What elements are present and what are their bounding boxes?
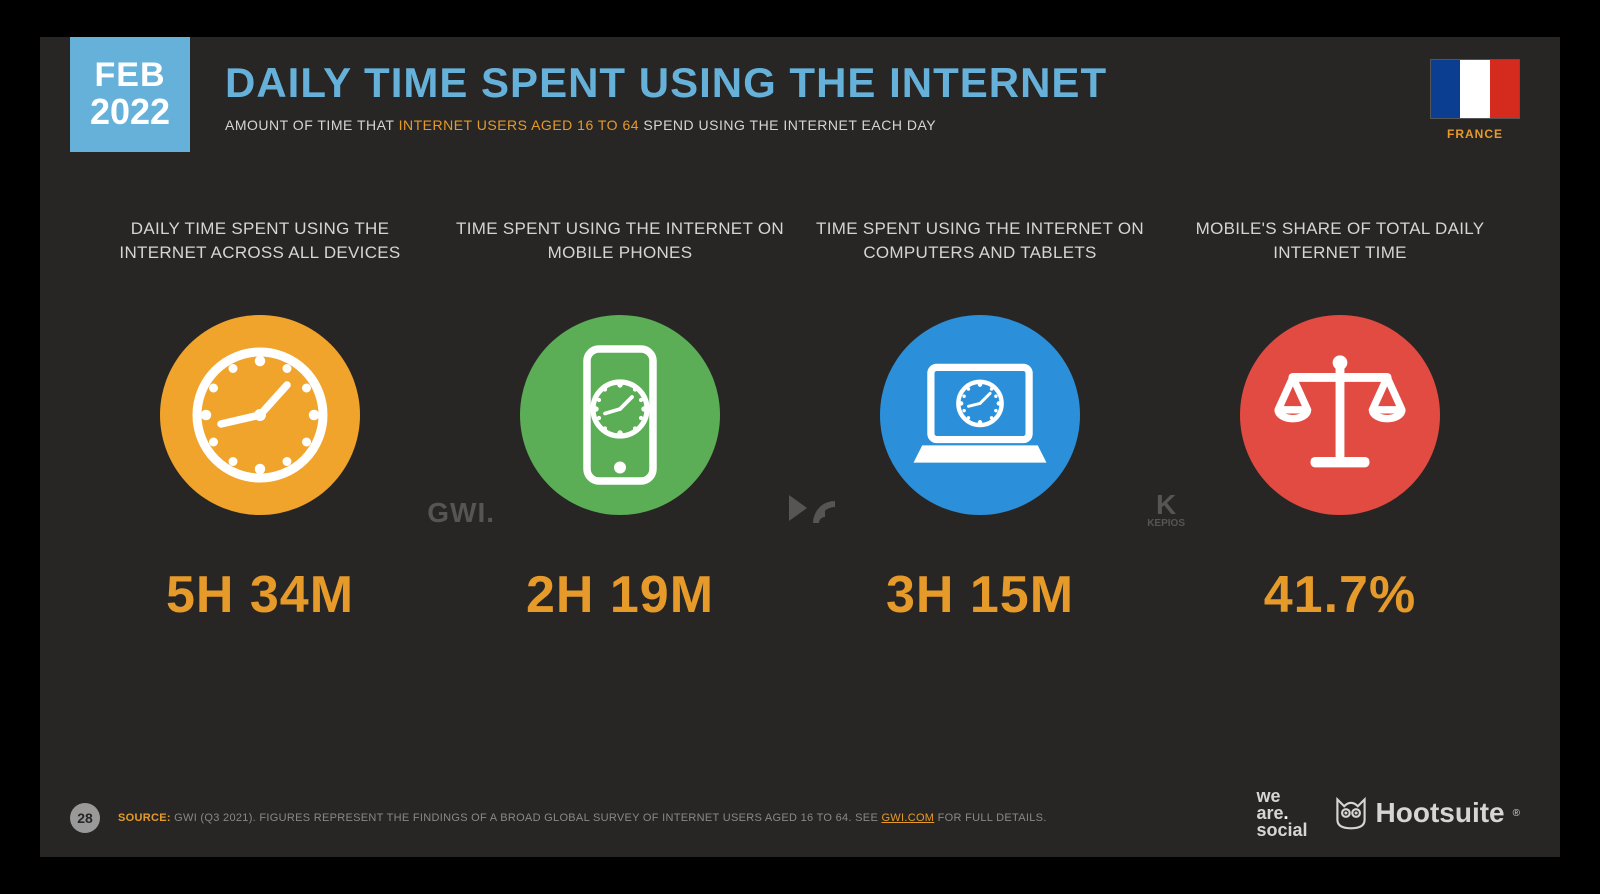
stat-computer: TIME SPENT USING THE INTERNET ON COMPUTE… <box>815 217 1145 625</box>
slide-title: DAILY TIME SPENT USING THE INTERNET <box>225 59 1107 107</box>
flag-stripe-red <box>1490 60 1519 118</box>
owl-icon <box>1334 796 1368 830</box>
source-link[interactable]: GWI.COM <box>881 812 934 824</box>
flag-stripe-white <box>1460 60 1489 118</box>
stat-value: 41.7% <box>1175 565 1505 625</box>
country-label: FRANCE <box>1430 127 1520 141</box>
stat-label: TIME SPENT USING THE INTERNET ON MOBILE … <box>455 217 785 275</box>
scales-icon <box>1240 315 1440 515</box>
stat-icon-wrap: GWI. <box>95 295 425 535</box>
stat-value: 2H 19M <box>455 565 785 625</box>
clock-icon <box>160 315 360 515</box>
stat-value: 5H 34M <box>95 565 425 625</box>
stat-icon-wrap <box>455 295 785 535</box>
stat-mobile-share: MOBILE'S SHARE OF TOTAL DAILY INTERNET T… <box>1175 217 1505 625</box>
date-year: 2022 <box>70 93 190 131</box>
footer: 28 SOURCE: GWI (Q3 2021). FIGURES REPRES… <box>70 803 1047 833</box>
stat-all-devices: DAILY TIME SPENT USING THE INTERNET ACRO… <box>95 217 425 625</box>
stat-label: MOBILE'S SHARE OF TOTAL DAILY INTERNET T… <box>1175 217 1505 275</box>
laptop-clock-icon <box>880 315 1080 515</box>
wearesocial-logo: we are. social <box>1256 788 1307 839</box>
date-month: FEB <box>70 58 190 94</box>
stat-label: TIME SPENT USING THE INTERNET ON COMPUTE… <box>815 217 1145 275</box>
phone-clock-icon <box>520 315 720 515</box>
page-number: 28 <box>70 803 100 833</box>
hootsuite-logo: Hootsuite® <box>1334 796 1520 830</box>
country-block: FRANCE <box>1430 59 1520 141</box>
stat-label: DAILY TIME SPENT USING THE INTERNET ACRO… <box>95 217 425 275</box>
source-text: SOURCE: GWI (Q3 2021). FIGURES REPRESENT… <box>118 812 1047 824</box>
stat-icon-wrap <box>1175 295 1505 535</box>
slide: FEB 2022 DAILY TIME SPENT USING THE INTE… <box>40 37 1560 857</box>
stats-row: DAILY TIME SPENT USING THE INTERNET ACRO… <box>40 217 1560 625</box>
slide-subtitle: AMOUNT OF TIME THAT INTERNET USERS AGED … <box>225 117 1107 133</box>
france-flag-icon <box>1430 59 1520 119</box>
stat-mobile: TIME SPENT USING THE INTERNET ON MOBILE … <box>455 217 785 625</box>
stat-value: 3H 15M <box>815 565 1145 625</box>
title-block: DAILY TIME SPENT USING THE INTERNET AMOU… <box>225 59 1107 133</box>
date-tab: FEB 2022 <box>70 37 190 152</box>
stat-icon-wrap: K KEPIOS <box>815 295 1145 535</box>
flag-stripe-blue <box>1431 60 1460 118</box>
brand-logos: we are. social Hootsuite® <box>1256 788 1520 839</box>
